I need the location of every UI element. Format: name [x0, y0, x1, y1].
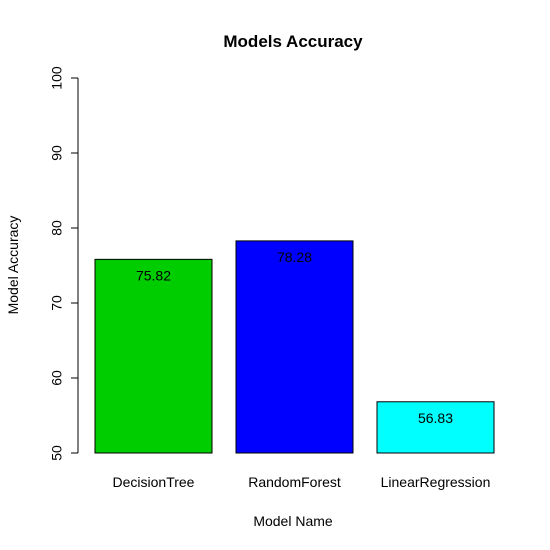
x-axis-label: Model Name — [253, 513, 333, 529]
y-tick-label: 100 — [49, 66, 65, 90]
y-tick-label: 50 — [49, 445, 65, 461]
y-axis-label: Model Accuracy — [5, 216, 21, 315]
bars-group: 75.82 78.28 56.83 — [94, 240, 495, 454]
chart-title: Models Accuracy — [223, 32, 363, 51]
bar-decisiontree — [94, 258, 213, 454]
y-tick-label: 90 — [49, 145, 65, 161]
data-label: 75.82 — [136, 267, 171, 283]
y-tick-label: 70 — [49, 295, 65, 311]
y-tick-label: 60 — [49, 370, 65, 386]
category-label: DecisionTree — [113, 474, 195, 490]
category-labels-group: DecisionTree RandomForest LinearRegression — [113, 474, 491, 490]
y-tick-label: 80 — [49, 220, 65, 236]
category-label: LinearRegression — [381, 474, 491, 490]
y-axis: 50 60 70 80 90 100 — [49, 66, 79, 461]
bar-randomforest — [235, 240, 354, 454]
bar-linearregression — [376, 401, 495, 454]
category-label: RandomForest — [248, 474, 341, 490]
data-label: 78.28 — [277, 249, 312, 265]
data-label: 56.83 — [418, 410, 453, 426]
